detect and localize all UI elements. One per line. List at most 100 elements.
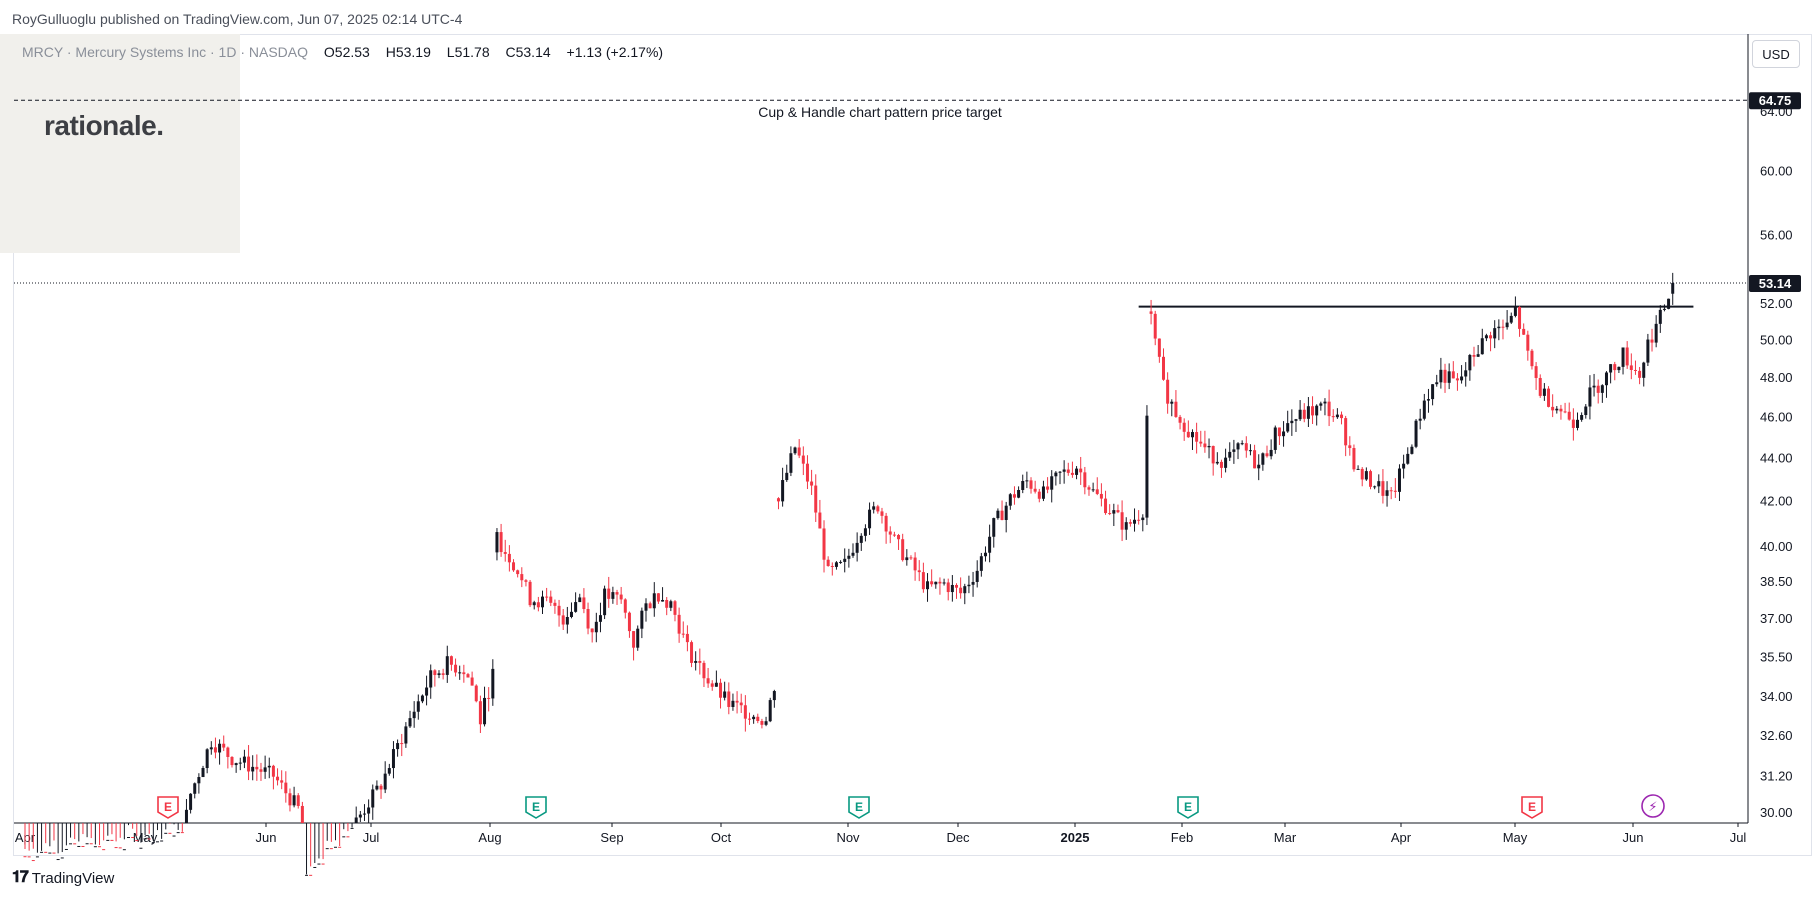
candle-body	[1075, 468, 1079, 475]
candle-body	[781, 480, 785, 502]
candle-body	[1099, 493, 1103, 499]
candle-body	[834, 562, 838, 567]
candle-body	[358, 814, 362, 818]
candle-body	[1186, 431, 1190, 438]
candle-body	[433, 670, 437, 676]
candle-body	[172, 835, 176, 837]
candle-body	[1381, 481, 1385, 496]
candle-body	[627, 612, 631, 632]
candle-body	[296, 795, 300, 806]
candle-body	[1464, 370, 1468, 377]
candle-body	[1257, 464, 1261, 469]
candle-body	[1253, 450, 1257, 469]
candle-body	[1518, 306, 1522, 329]
candle-body	[230, 756, 234, 766]
candle-body	[160, 840, 164, 842]
candle-body	[1311, 406, 1315, 416]
x-tick-label: May	[1503, 830, 1528, 845]
legend-close: C53.14	[505, 44, 551, 60]
candle-body	[180, 832, 184, 834]
candle-body	[151, 842, 155, 844]
candle-body	[818, 512, 822, 529]
candle-body	[1066, 469, 1070, 473]
candle-body	[118, 847, 122, 849]
candle-body	[1331, 416, 1335, 418]
candle-body	[752, 716, 756, 720]
candle-body	[1207, 445, 1211, 448]
target-annotation: Cup & Handle chart pattern price target	[758, 104, 1002, 120]
candle-body	[1124, 522, 1128, 530]
candle-body	[1377, 481, 1381, 487]
candle-body	[1373, 486, 1377, 488]
y-tick-label: 38.50	[1760, 574, 1793, 589]
candle-body	[975, 570, 979, 582]
legend-symbol[interactable]: MRCY · Mercury Systems Inc · 1D · NASDAQ	[22, 44, 309, 60]
y-tick-label: 31.20	[1760, 769, 1793, 784]
tradingview-footer[interactable]: 𝟏𝟕 TradingView	[12, 869, 114, 887]
candle-body	[383, 773, 387, 790]
candle-body	[1298, 409, 1302, 420]
candle-body	[1489, 335, 1493, 339]
candle-body	[959, 587, 963, 594]
candle-body	[367, 807, 371, 814]
candle-body	[561, 615, 565, 625]
candle-body	[1128, 522, 1132, 524]
candle-body	[1418, 418, 1422, 421]
candle-body	[1406, 453, 1410, 464]
x-tick-label: Aug	[478, 830, 501, 845]
candle-body	[164, 832, 168, 834]
candle-body	[1667, 298, 1671, 309]
candle-body	[1609, 364, 1613, 373]
candle-body	[449, 656, 453, 665]
candle-body	[1116, 510, 1120, 513]
candle-body	[1000, 510, 1004, 520]
candle-body	[611, 592, 615, 599]
candle-body	[1294, 419, 1298, 421]
candle-body	[1261, 453, 1265, 465]
currency-button[interactable]: USD	[1752, 40, 1800, 68]
dividend-marker-icon	[1641, 794, 1665, 818]
publisher-line: RoyGulluoglu published on TradingView.co…	[12, 11, 463, 27]
tradingview-logo-icon: 𝟏𝟕	[12, 869, 29, 886]
candle-body	[1149, 311, 1153, 314]
x-tick-label: 2025	[1061, 830, 1090, 845]
candle-body	[1576, 419, 1579, 428]
candle-body	[1133, 519, 1137, 524]
candle-body	[785, 472, 789, 481]
candle-body	[1190, 432, 1194, 438]
y-tick-label: 56.00	[1760, 228, 1793, 243]
candle-body	[1451, 371, 1455, 379]
candle-body	[1522, 328, 1526, 335]
candle-body	[1091, 489, 1095, 491]
candle-body	[466, 674, 470, 678]
candle-body	[371, 789, 375, 808]
candle-body	[1070, 472, 1074, 475]
candle-body	[1153, 313, 1157, 339]
candle-body	[503, 552, 507, 554]
candle-body	[1588, 387, 1592, 407]
candle-body	[553, 602, 557, 606]
candle-body	[901, 539, 905, 561]
candle-body	[458, 672, 462, 674]
candle-body	[64, 848, 68, 850]
candle-body	[615, 592, 619, 595]
watermark-panel	[0, 34, 240, 253]
candle-body	[300, 805, 304, 823]
candle-body	[541, 596, 544, 608]
candle-body	[1029, 480, 1033, 489]
candle-body	[1526, 334, 1530, 351]
candle-body	[569, 611, 573, 618]
candle-body	[483, 697, 487, 725]
candle-body	[1580, 415, 1584, 420]
candle-body	[603, 588, 607, 616]
candle-body	[557, 605, 561, 616]
candle-body	[648, 603, 652, 609]
candle-body	[334, 846, 337, 848]
candle-body	[528, 581, 532, 606]
candle-body	[1021, 481, 1025, 490]
candle-body	[971, 581, 975, 585]
candle-body	[632, 631, 636, 648]
candle-body	[1571, 419, 1575, 428]
candle-body	[1654, 323, 1658, 343]
